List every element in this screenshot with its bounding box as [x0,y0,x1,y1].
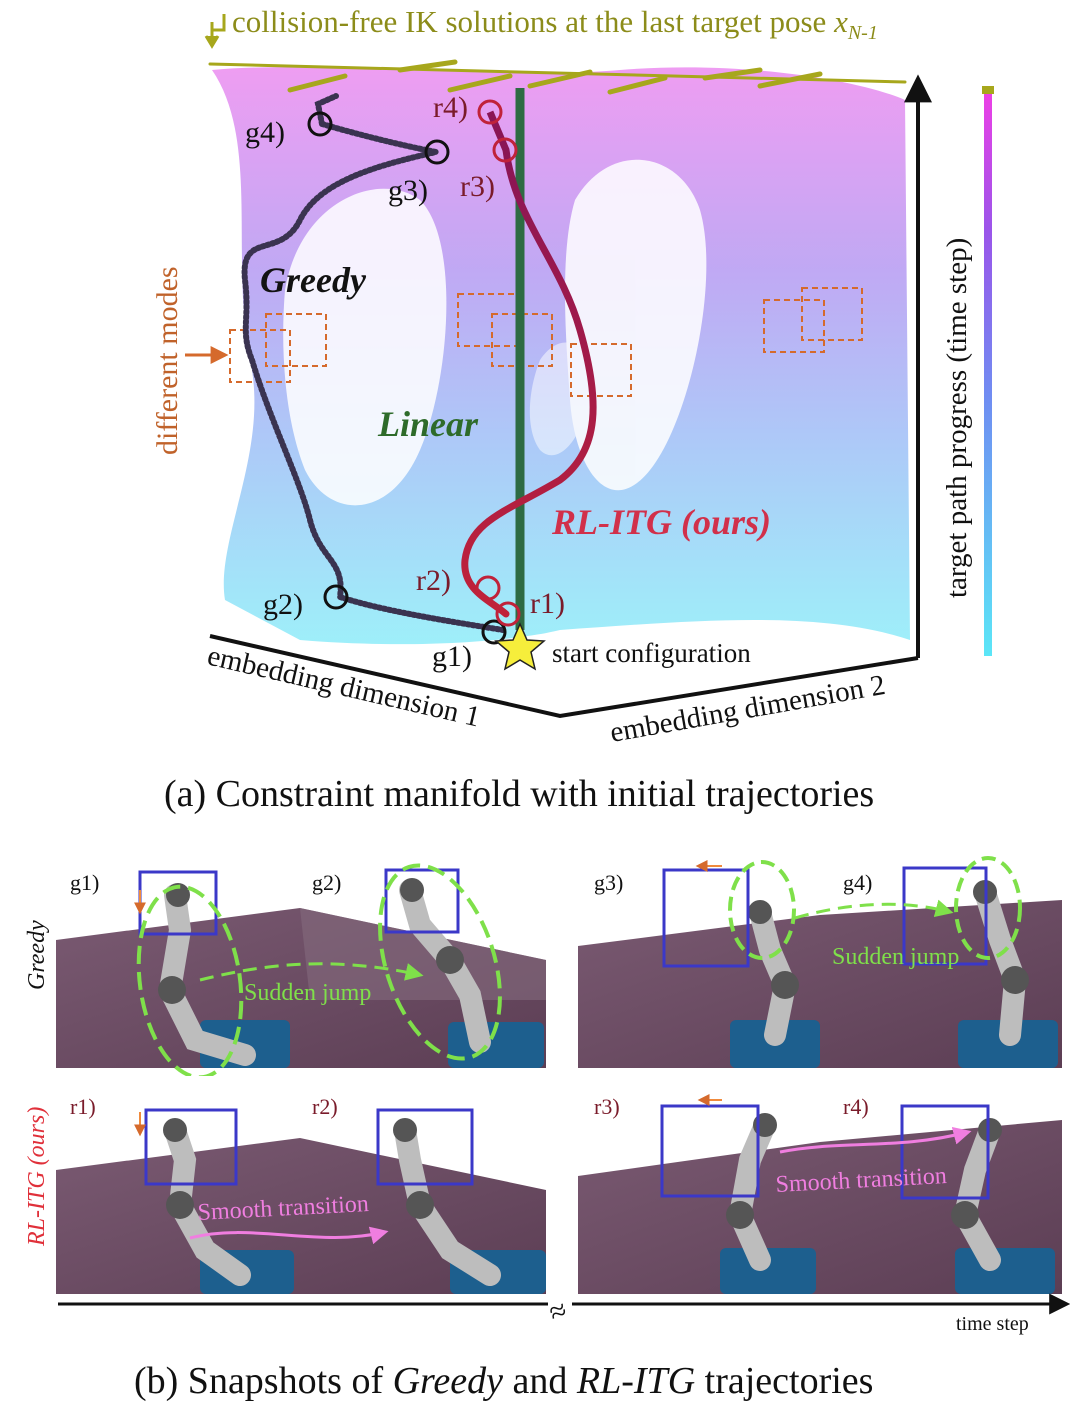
snap-label-g1: g1) [70,870,99,895]
label-g2: g2) [263,588,303,621]
snap-label-g3: g3) [594,870,623,895]
label-different-modes: different modes [151,266,184,455]
manifold-panel: collision-free IK solutions at the last … [151,4,994,815]
greedy-row-left [56,846,546,1080]
top-ik-solutions [208,59,907,95]
manifold-holes [283,159,707,506]
label-g4: g4) [245,116,285,149]
snap-label-r4: r4) [843,1094,869,1119]
top-note-arrow [204,14,226,49]
axis-label-3: target path progress (time step) [941,238,973,598]
sudden-jump-left: Sudden jump [244,980,371,1006]
rl-markers [475,99,521,627]
sudden-jump-right: Sudden jump [832,944,959,970]
rl-row-right [578,1076,1062,1294]
snapshots-panel: g1) g2) g3) g4) r1) r2) r3) r4) Sudden j… [24,846,1071,1402]
label-r4: r4) [433,91,468,124]
snap-label-r1: r1) [70,1094,96,1119]
snap-label-r2: r2) [312,1094,338,1119]
start-star-icon [494,622,546,671]
label-r1: r1) [530,587,565,620]
colorbar-cap [982,86,994,94]
row-label-rl-itg: RL-ITG (ours) [24,1107,50,1247]
caption-b: (b) Snapshots of Greedy and RL-ITG traje… [134,1360,873,1402]
rl-row-left [56,1076,546,1294]
greedy-path [241,93,506,633]
rl-path [461,146,597,618]
axes [209,74,932,719]
snap-label-g4: g4) [843,870,872,895]
greedy-row-right [578,846,1062,1068]
label-r3: r3) [460,170,495,203]
top-note: collision-free IK solutions at the last … [232,4,878,44]
axis-label-2: embedding dimension 2 [608,669,888,749]
label-start: start configuration [552,638,751,668]
snap-label-r3: r3) [594,1094,620,1119]
caption-a: (a) Constraint manifold with initial tra… [164,773,874,815]
label-r2: r2) [416,564,451,597]
label-g3: g3) [388,174,428,207]
colorbar [984,90,992,656]
snap-label-g2: g2) [312,870,341,895]
label-linear: Linear [377,404,479,444]
row-label-greedy: Greedy [24,920,50,990]
label-g1: g1) [432,640,472,673]
time-axis-label: time step [956,1313,1029,1335]
greedy-markers [307,111,507,645]
label-greedy: Greedy [260,260,367,300]
rl-path-top [486,110,510,152]
label-rl-itg: RL-ITG (ours) [551,502,771,542]
